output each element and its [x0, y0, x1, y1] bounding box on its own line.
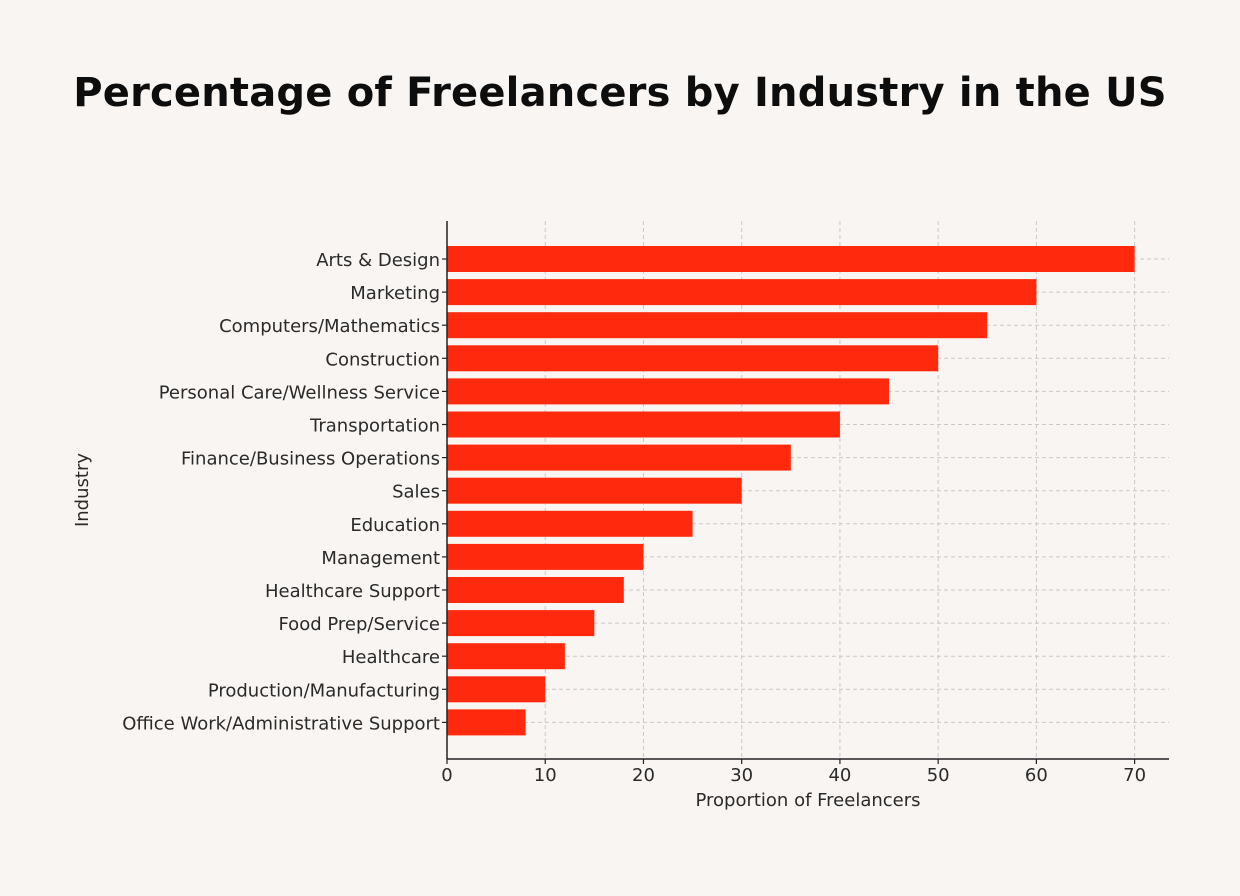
bar	[447, 477, 742, 504]
bar	[447, 312, 988, 339]
y-tick-label: Construction	[325, 349, 440, 370]
y-tick-label: Healthcare	[342, 647, 440, 668]
bar	[447, 444, 791, 471]
x-tick-label: 40	[828, 765, 851, 786]
y-tick-label: Healthcare Support	[265, 581, 440, 602]
x-tick-label: 0	[441, 765, 452, 786]
y-tick-label: Computers/Mathematics	[219, 316, 440, 337]
bar	[447, 411, 840, 438]
y-tick-label: Marketing	[350, 283, 440, 304]
x-axis-label: Proportion of Freelancers	[695, 790, 920, 811]
y-tick-label: Sales	[392, 482, 440, 503]
y-tick-label: Production/Manufacturing	[208, 680, 440, 701]
x-tick-label: 50	[927, 765, 950, 786]
y-axis-label: Industry	[72, 453, 93, 527]
bar	[447, 709, 526, 736]
bar	[447, 543, 644, 570]
chart-title: Percentage of Freelancers by Industry in…	[73, 70, 1167, 116]
x-tick-label: 30	[730, 765, 753, 786]
y-tick-label: Food Prep/Service	[278, 614, 440, 635]
y-tick-label: Transportation	[309, 416, 440, 437]
bars	[447, 246, 1135, 736]
y-tick-label: Management	[321, 548, 440, 569]
bar	[447, 279, 1037, 306]
bar	[447, 610, 595, 637]
y-tick-label: Finance/Business Operations	[181, 449, 440, 470]
bar	[447, 510, 693, 537]
bar	[447, 345, 939, 372]
x-tick-label: 70	[1123, 765, 1146, 786]
bar	[447, 676, 546, 703]
axes	[446, 221, 1169, 760]
x-tick-label: 20	[632, 765, 655, 786]
y-tick-label: Arts & Design	[316, 250, 440, 271]
bar	[447, 643, 565, 670]
y-tick-label: Education	[350, 515, 440, 536]
bar	[447, 246, 1135, 272]
y-tick-label: Personal Care/Wellness Service	[159, 382, 440, 403]
y-tick-labels: Arts & Design Marketing Computers/Mathemat…	[122, 250, 447, 734]
bar	[447, 577, 624, 603]
y-tick-label: Office Work/Administrative Support	[122, 713, 440, 734]
x-tick-labels: 0 10 20 30 40 50 60 70	[441, 759, 1146, 786]
bar	[447, 378, 890, 405]
x-tick-label: 60	[1025, 765, 1048, 786]
x-tick-label: 10	[534, 765, 557, 786]
